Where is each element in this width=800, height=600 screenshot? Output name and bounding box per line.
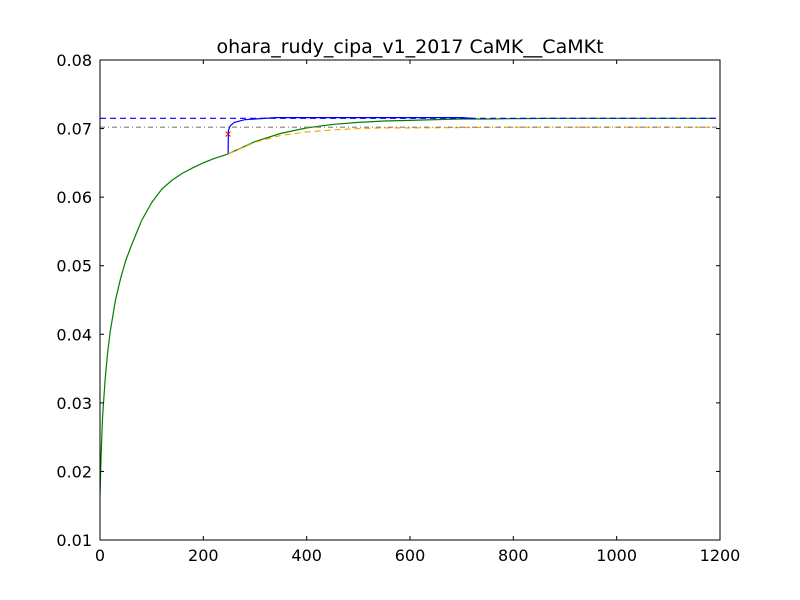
y-tick-label: 0.07 <box>56 120 92 139</box>
y-tick-label: 0.01 <box>56 531 92 550</box>
x-tick-label: 600 <box>395 546 426 565</box>
chart-title: ohara_rudy_cipa_v1_2017 CaMK__CaMKt <box>216 36 603 58</box>
x-tick-label: 1000 <box>596 546 637 565</box>
y-tick-label: 0.02 <box>56 462 92 481</box>
x-tick-label: 400 <box>291 546 322 565</box>
series-line-1 <box>100 117 715 496</box>
x-tick-label: 800 <box>498 546 529 565</box>
x-marker <box>225 131 231 137</box>
series-line-3 <box>227 126 715 155</box>
y-tick-label: 0.04 <box>56 325 92 344</box>
y-tick-label: 0.08 <box>56 51 92 70</box>
x-tick-label: 200 <box>188 546 219 565</box>
x-tick-label: 1200 <box>700 546 741 565</box>
plot-frame <box>99 59 721 541</box>
x-tick-label: 0 <box>95 546 105 565</box>
y-tick-label: 0.06 <box>56 188 92 207</box>
y-tick-label: 0.03 <box>56 394 92 413</box>
y-tick-label: 0.05 <box>56 257 92 276</box>
